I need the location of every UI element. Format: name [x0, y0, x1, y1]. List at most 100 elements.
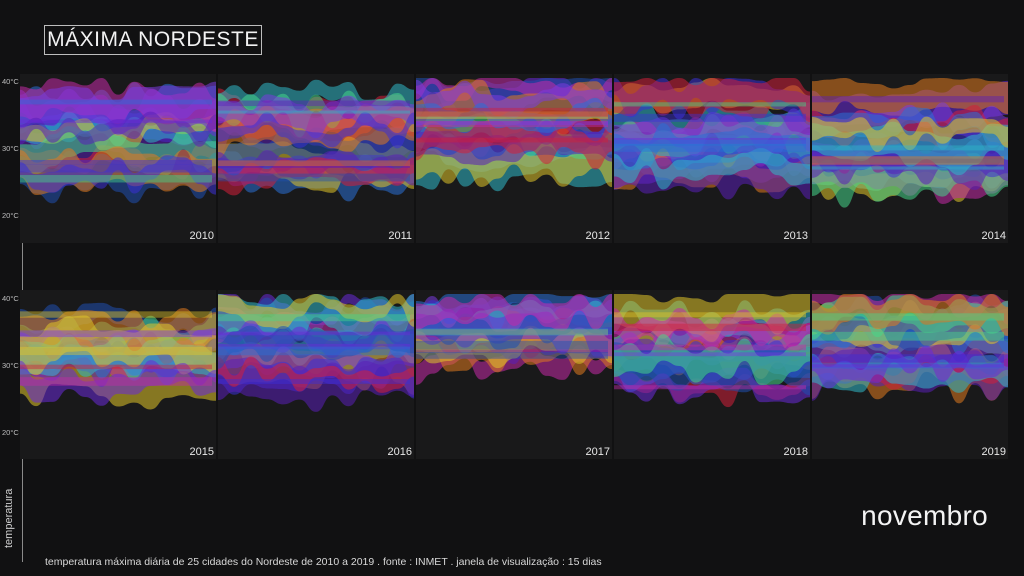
- temperature-stream: [20, 360, 216, 406]
- temperature-band: [218, 160, 410, 168]
- month-label: novembro: [861, 500, 988, 531]
- temperature-band: [812, 362, 1004, 369]
- temperature-stream: [416, 97, 612, 134]
- year-label: 2019: [981, 446, 1006, 458]
- temperature-band: [614, 323, 806, 332]
- temperature-stream: [218, 294, 414, 345]
- chart-plot: [614, 78, 810, 200]
- chart-plot: [416, 78, 612, 192]
- year-label: 2012: [585, 230, 610, 242]
- year-label: 2016: [387, 446, 412, 458]
- tick-label: 30°C: [2, 361, 19, 370]
- temperature-band: [20, 346, 212, 356]
- temperature-band: [614, 385, 806, 390]
- chart-panel: 2019: [812, 290, 1008, 459]
- tick-label: 30°C: [2, 144, 19, 153]
- chart-panel: 2010: [20, 74, 216, 243]
- chart-panel: 2014: [812, 74, 1008, 243]
- temperature-band: [416, 328, 608, 336]
- temperature-stream: [20, 111, 216, 147]
- temperature-band: [218, 160, 410, 167]
- temperature-band: [812, 156, 1004, 165]
- temperature-stream: [218, 324, 414, 369]
- y-axis-label: temperatura: [3, 488, 15, 548]
- temperature-stream: [812, 294, 1008, 337]
- temperature-stream: [218, 157, 414, 196]
- temperature-band: [812, 331, 1004, 341]
- temperature-band: [218, 346, 410, 356]
- temperature-stream: [614, 148, 810, 190]
- temperature-band: [20, 99, 212, 105]
- temperature-band: [218, 110, 410, 114]
- temperature-band: [614, 113, 806, 122]
- temperature-stream: [416, 294, 612, 332]
- temperature-stream: [416, 120, 612, 170]
- temperature-stream: [812, 78, 1008, 117]
- temperature-band: [20, 311, 212, 318]
- chart-panel: 2015: [20, 290, 216, 459]
- temperature-band: [614, 143, 806, 152]
- temperature-band: [218, 314, 410, 322]
- chart-plot: [20, 302, 216, 410]
- temperature-stream: [614, 334, 810, 385]
- tick-label: 40°C: [2, 294, 19, 303]
- temperature-band: [812, 166, 1004, 170]
- chart-plot: [20, 78, 216, 204]
- temperature-band: [416, 351, 608, 359]
- temperature-band: [20, 364, 212, 370]
- chart-panel: 2011: [218, 74, 414, 243]
- temperature-stream: [218, 294, 414, 329]
- year-label: 2018: [783, 446, 808, 458]
- temperature-band: [218, 343, 410, 350]
- temperature-stream: [218, 356, 414, 393]
- temperature-stream: [20, 155, 216, 195]
- temperature-band: [20, 330, 212, 338]
- year-label: 2015: [189, 446, 214, 458]
- chart-panel: 2018: [614, 290, 810, 459]
- temperature-band: [416, 107, 608, 117]
- temperature-band: [812, 96, 1004, 103]
- temperature-band: [812, 354, 1004, 363]
- footer-caption: temperatura máxima diária de 25 cidades …: [45, 556, 602, 568]
- chart-plot: [416, 294, 612, 385]
- chart-panel: 2017: [416, 290, 612, 459]
- temperature-band: [20, 377, 212, 386]
- chart-title: MÁXIMA NORDESTE: [44, 25, 262, 55]
- temperature-stream: [614, 78, 810, 123]
- year-label: 2013: [783, 230, 808, 242]
- year-label: 2011: [388, 230, 412, 242]
- temperature-band: [416, 349, 608, 353]
- temperature-stream: [20, 315, 216, 376]
- temperature-band: [416, 121, 608, 128]
- temperature-stream: [416, 79, 612, 118]
- temperature-band: [416, 121, 608, 126]
- temperature-stream: [218, 112, 414, 149]
- temperature-band: [218, 331, 410, 336]
- temperature-band: [614, 312, 806, 318]
- temperature-band: [614, 139, 806, 146]
- temperature-band: [20, 159, 212, 165]
- year-label: 2014: [981, 230, 1006, 242]
- temperature-band: [218, 173, 410, 182]
- temperature-band: [812, 313, 1004, 321]
- year-label: 2017: [585, 446, 610, 458]
- chart-plot: [218, 79, 414, 202]
- temperature-band: [218, 379, 410, 384]
- temperature-stream: [812, 345, 1008, 389]
- chart-panel: 2016: [218, 290, 414, 459]
- temperature-band: [218, 100, 410, 107]
- temperature-band: [20, 175, 212, 183]
- tick-label: 20°C: [2, 211, 19, 220]
- temperature-band: [416, 340, 608, 350]
- chart-plot: [218, 294, 414, 412]
- temperature-band: [614, 352, 806, 357]
- tick-label: 20°C: [2, 428, 19, 437]
- chart-plot: [812, 294, 1008, 404]
- temperature-stream: [218, 94, 414, 139]
- chart-plot: [614, 294, 810, 408]
- temperature-stream: [20, 81, 216, 129]
- temperature-band: [20, 164, 212, 173]
- tick-label: 40°C: [2, 77, 19, 86]
- temperature-stream: [812, 116, 1008, 152]
- temperature-band: [614, 344, 806, 351]
